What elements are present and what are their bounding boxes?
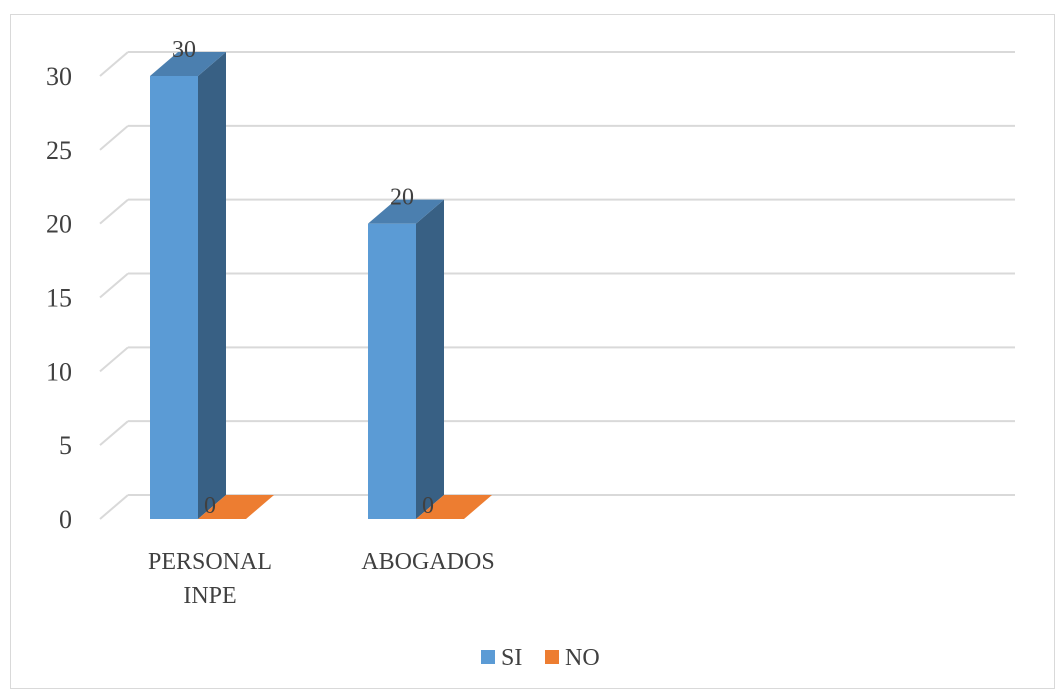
- bar-top-face: [368, 199, 444, 224]
- y-tick-label: 5: [59, 431, 72, 460]
- legend-item-no: NO: [545, 645, 600, 671]
- grid-lines: [99, 51, 1015, 520]
- y-axis-ticks: 0 5 10 15 20 25 30: [46, 62, 72, 534]
- gridline-side: [99, 125, 129, 151]
- gridline-side: [99, 198, 129, 225]
- bar-front-face: [368, 223, 416, 519]
- y-tick-label: 25: [46, 136, 72, 165]
- bar-side-face: [198, 52, 226, 519]
- gridline-side: [99, 494, 129, 520]
- data-label: 0: [422, 493, 434, 519]
- x-axis-label: PERSONAL: [148, 549, 272, 575]
- bar-si: [150, 52, 226, 519]
- legend-item-si: SI: [481, 645, 522, 671]
- data-label: 0: [204, 493, 216, 519]
- bar-front-face: [150, 76, 198, 519]
- x-axis-label: INPE: [183, 583, 236, 609]
- gridline-side: [99, 51, 129, 77]
- legend-label: NO: [565, 645, 600, 671]
- bar-no: [198, 495, 274, 519]
- x-axis-label: ABOGADOS: [361, 549, 494, 575]
- gridline-side: [99, 272, 129, 299]
- bar-top-face: [416, 495, 492, 519]
- y-tick-label: 30: [46, 62, 72, 91]
- data-labels: 30 0 20 0: [172, 37, 434, 519]
- bar-top-face: [198, 495, 274, 519]
- data-label: 20: [390, 185, 414, 211]
- bar-si: [368, 199, 444, 519]
- y-tick-label: 15: [46, 284, 72, 313]
- x-axis-labels: PERSONAL INPE ABOGADOS: [148, 549, 495, 609]
- legend-swatch: [545, 650, 559, 664]
- bar-no: [416, 495, 492, 519]
- bar-side-face: [416, 199, 444, 519]
- y-tick-label: 20: [46, 210, 72, 239]
- legend-label: SI: [501, 645, 522, 671]
- legend-swatch: [481, 650, 495, 664]
- gridline-side: [99, 346, 129, 373]
- y-tick-label: 0: [59, 505, 72, 534]
- bars: [150, 52, 492, 519]
- legend: SI NO: [481, 645, 600, 671]
- y-tick-label: 10: [46, 357, 72, 386]
- bar-top-face: [150, 52, 226, 76]
- gridline-side: [99, 420, 129, 446]
- data-label: 30: [172, 37, 196, 63]
